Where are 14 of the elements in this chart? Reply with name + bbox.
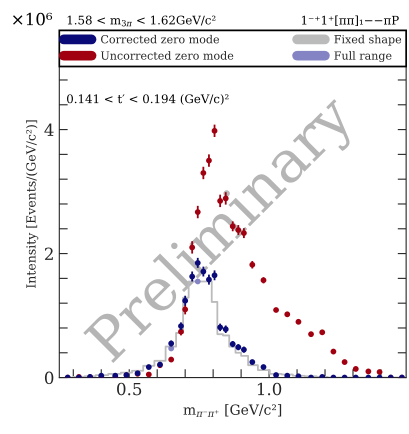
x-tick-label: 1.0 (258, 382, 282, 396)
legend-label: Full range (334, 51, 392, 62)
y-axis-title: Intensity [Events/(GeV/c²)] (26, 120, 38, 288)
legend-label: Corrected zero mode (101, 34, 220, 44)
text: 1⁻⁺1⁺[ππ]₁−−πP (302, 15, 399, 26)
text: ×10⁶ (13, 12, 52, 26)
text: 1.58 < m$_{3π}$ < 1.62GeV/c² (68, 16, 216, 26)
y-tick-label: 0 (44, 372, 54, 384)
legend-label: Uncorrected zero mode (100, 51, 234, 60)
x-tick-label: 0.5 (117, 382, 142, 396)
x-axis-title: m$_{π⁻π⁺}$ [GeV/c²] (184, 404, 282, 417)
y-tick-label: 2 (44, 248, 53, 260)
legend-label: Fixed shape (334, 34, 402, 46)
y-tick-label: 4 (44, 124, 54, 136)
